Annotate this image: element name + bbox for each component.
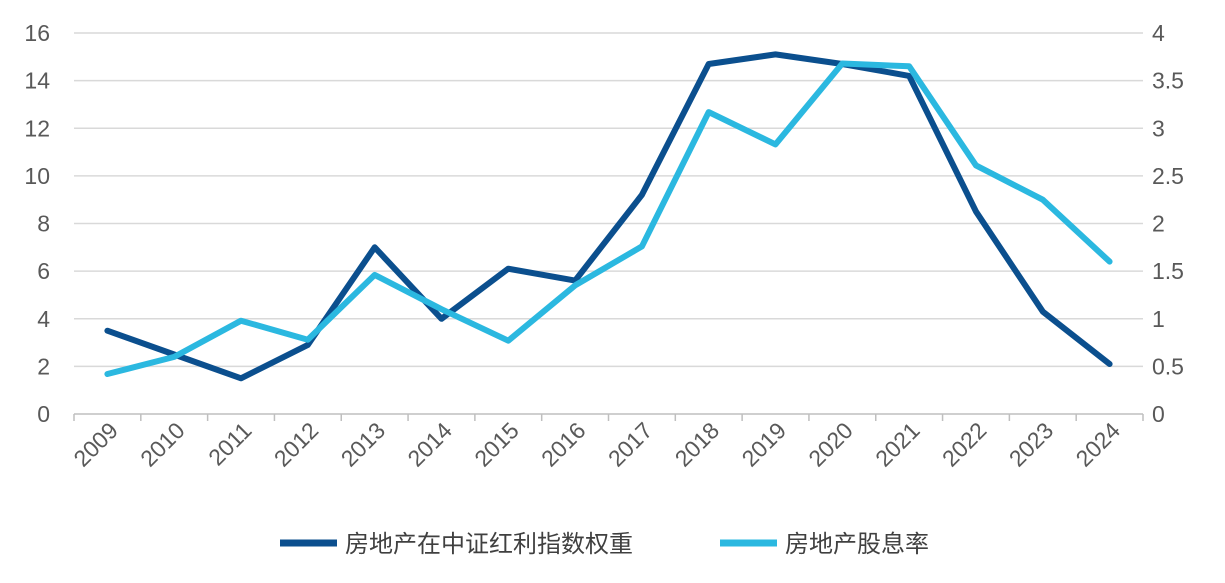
x-tick-label: 2019: [736, 417, 791, 472]
y-left-tick-label: 4: [37, 306, 50, 332]
x-tick-label: 2022: [937, 417, 992, 472]
x-tick-label: 2011: [203, 417, 256, 470]
y-axis-right: 0 0.5 1 1.5 2 2.5 3 3.5 4: [1152, 20, 1184, 427]
y-right-tick-label: 2.5: [1152, 163, 1184, 189]
x-tick-label: 2020: [803, 417, 858, 472]
legend-label: 房地产在中证红利指数权重: [345, 530, 633, 558]
y-right-tick-label: 1.5: [1152, 258, 1184, 284]
y-left-tick-label: 8: [37, 211, 50, 237]
y-left-tick-label: 16: [24, 20, 50, 46]
y-right-tick-label: 0.5: [1152, 353, 1184, 379]
y-left-tick-label: 10: [24, 163, 50, 189]
x-tick-label: 2017: [603, 417, 658, 472]
series-line-right: [104, 60, 1113, 377]
x-tick-label: 2018: [670, 417, 725, 472]
x-tick-label: 2015: [469, 417, 524, 472]
x-tick-label: 2016: [536, 417, 591, 472]
y-right-tick-label: 4: [1152, 20, 1165, 46]
x-tick-label: 2013: [336, 417, 391, 472]
legend-label: 房地产股息率: [785, 530, 929, 558]
y-right-tick-label: 3: [1152, 115, 1165, 141]
series-lines: [104, 51, 1113, 382]
gridlines: [74, 32, 1143, 368]
x-tick-label: 2012: [269, 417, 324, 472]
y-left-tick-label: 2: [37, 353, 50, 379]
x-tick-label: 2014: [402, 417, 457, 472]
legend: 房地产在中证红利指数权重 房地产股息率: [280, 530, 929, 558]
y-left-tick-label: 0: [37, 401, 50, 427]
x-tick-label: 2021: [870, 417, 925, 472]
x-tick-label: 2023: [1004, 417, 1059, 472]
x-axis: 2009 2010 2011 2012 2013 2014 2015 2016 2017 2018…: [68, 413, 1144, 472]
y-right-tick-label: 3.5: [1152, 68, 1184, 94]
series-line-left: [104, 51, 1113, 382]
y-left-tick-label: 12: [24, 115, 50, 141]
y-right-tick-label: 1: [1152, 306, 1165, 332]
y-right-tick-label: 2: [1152, 211, 1165, 237]
y-left-tick-label: 6: [37, 258, 50, 284]
y-right-tick-label: 0: [1152, 401, 1165, 427]
x-tick-label: 2024: [1071, 417, 1126, 472]
y-axis-left: 0 2 4 6 8 10 12 14 16: [24, 20, 50, 427]
y-left-tick-label: 14: [24, 68, 50, 94]
x-tick-label: 2009: [68, 417, 123, 472]
x-tick-label: 2010: [135, 417, 190, 472]
